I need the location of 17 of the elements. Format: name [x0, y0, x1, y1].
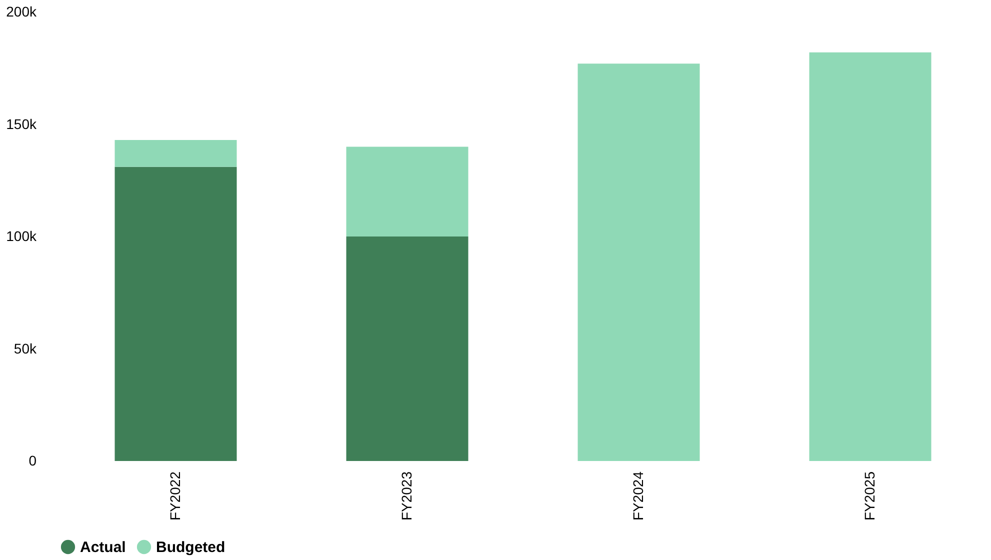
y-tick-label: 100k	[6, 228, 38, 244]
bar	[578, 64, 700, 461]
y-tick-label: 200k	[6, 4, 38, 20]
y-tick-label: 0	[28, 452, 37, 468]
x-tick-label: FY2023	[398, 471, 414, 521]
legend-label: Actual	[80, 539, 126, 556]
y-tick-label: 50k	[14, 340, 38, 356]
x-tick-label: FY2025	[861, 471, 878, 521]
bar	[114, 166, 237, 461]
bar	[346, 236, 468, 461]
x-tick-label: FY2024	[630, 471, 646, 521]
bar	[809, 52, 932, 461]
x-tick-label: FY2022	[166, 471, 183, 521]
y-tick-label: 150k	[6, 116, 38, 132]
bar	[114, 140, 237, 167]
legend-label: Budgeted	[156, 539, 226, 556]
bar	[346, 146, 468, 236]
